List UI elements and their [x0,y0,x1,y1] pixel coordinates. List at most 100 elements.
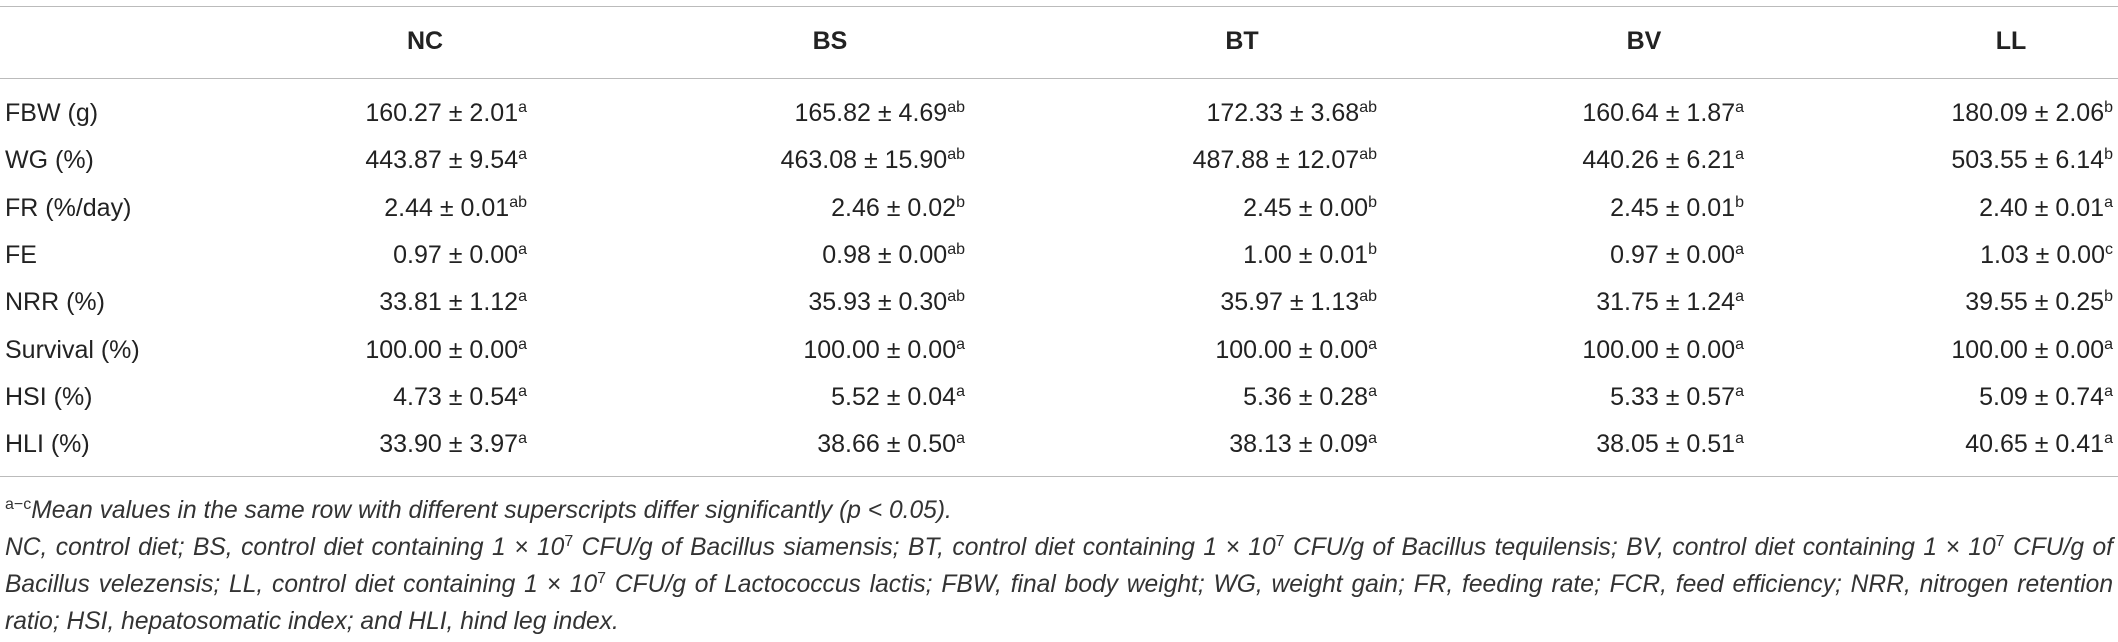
cell-superscript: b [1735,193,1744,211]
cell-superscript: ab [1359,146,1377,164]
cell: 2.45 ± 0.00b [1243,193,1377,223]
row-label: WG (%) [5,146,94,175]
row-label: FBW (g) [5,99,99,127]
column-header: BV [1626,27,1662,55]
cell: 100.00 ± 0.00a [1215,335,1377,365]
cell: 100.00 ± 0.00a [1582,335,1744,365]
cell-value: 33.90 ± 3.97 [379,430,519,459]
cell-value: 2.45 ± 0.00 [1243,193,1369,222]
cell: 4.73 ± 0.54a [393,382,527,412]
row-label: HLI (%) [5,430,90,459]
footnote-text: NC, control diet; BS, control diet conta… [5,534,565,561]
cell: 443.87 ± 9.54a [365,145,527,175]
cell-superscript: b [956,193,965,211]
notes: a−cMean values in the same row with diff… [5,492,2113,640]
cell-value: 100.00 ± 0.00 [365,335,519,364]
cell-value: 165.82 ± 4.69 [794,99,948,127]
cell: 180.09 ± 2.06b [1951,98,2113,128]
cell: 38.66 ± 0.50a [817,429,965,459]
cell-superscript: b [2104,288,2113,306]
row-label: NRR (%) [5,288,105,317]
cell-superscript: a [2104,382,2113,400]
cell: 0.97 ± 0.00a [393,240,527,270]
footnote-text: Mean values in the same row with differe… [31,497,952,524]
exponent: 7 [1275,533,1285,550]
column-header: BS [812,27,848,55]
cell-superscript: ab [1359,288,1377,306]
bottom-rule [0,476,2118,477]
cell: 440.26 ± 6.21a [1582,145,1744,175]
cell-value: 38.66 ± 0.50 [817,430,957,459]
top-rule [0,6,2118,7]
cell-superscript: a [956,335,965,353]
cell-value: 180.09 ± 2.06 [1951,99,2105,127]
cell-superscript: b [1368,193,1377,211]
cell-superscript: a [1735,99,1744,116]
cell-value: 5.52 ± 0.04 [831,382,957,411]
cell-value: 0.97 ± 0.00 [1610,240,1736,269]
cell-value: 160.64 ± 1.87 [1582,99,1736,127]
row-label: FE [5,240,37,269]
cell-superscript: ab [947,99,965,116]
cell: 100.00 ± 0.00a [1951,335,2113,365]
cell: 0.98 ± 0.00ab [822,240,965,270]
cell: 5.33 ± 0.57a [1610,382,1744,412]
cell-superscript: c [2105,240,2113,258]
cell: 33.90 ± 3.97a [379,429,527,459]
cell-value: 487.88 ± 12.07 [1192,146,1360,175]
cell: 160.64 ± 1.87a [1582,98,1744,128]
footnote-text: CFU/g of Lactococcus lactis; FBW, final … [5,571,2114,635]
footnote: NC, control diet; BS, control diet conta… [5,529,2113,640]
cell: 40.65 ± 0.41a [1965,429,2113,459]
cell: 0.97 ± 0.00a [1610,240,1744,270]
cell-value: 2.40 ± 0.01 [1979,193,2105,222]
cell-value: 35.93 ± 0.30 [808,288,948,317]
cell: 31.75 ± 1.24a [1596,287,1744,317]
cell: 1.03 ± 0.00c [1980,240,2113,270]
footnote-marker: a−c [5,496,32,513]
cell: 35.93 ± 0.30ab [808,287,965,317]
cell-superscript: b [2104,146,2113,164]
cell-value: 100.00 ± 0.00 [1951,335,2105,364]
cell-superscript: a [1368,382,1377,400]
cell: 487.88 ± 12.07ab [1193,145,1377,175]
cell-superscript: b [1368,240,1377,258]
cell-value: 38.05 ± 0.51 [1596,430,1736,459]
cell-value: 503.55 ± 6.14 [1951,146,2105,175]
cell: 33.81 ± 1.12a [379,287,527,317]
cell-value: 160.27 ± 2.01 [365,99,519,127]
cell-superscript: b [2104,99,2113,116]
cell-superscript: a [518,99,527,116]
column-header: NC [406,27,444,55]
cell: 5.52 ± 0.04a [831,382,965,412]
cell-value: 1.03 ± 0.00 [1980,240,2105,269]
cell: 165.82 ± 4.69ab [794,98,965,128]
cell-value: 33.81 ± 1.12 [379,288,519,317]
cell-superscript: ab [947,240,965,258]
cell: 463.08 ± 15.90ab [781,145,965,175]
cell-value: 5.33 ± 0.57 [1610,382,1736,411]
cell: 35.97 ± 1.13ab [1220,287,1377,317]
exponent: 7 [1995,533,2005,550]
cell-superscript: a [956,430,965,448]
cell-value: 100.00 ± 0.00 [1215,335,1369,364]
cell-superscript: a [1368,430,1377,448]
cell: 38.13 ± 0.09a [1229,429,1377,459]
cell: 1.00 ± 0.01b [1243,240,1377,270]
cell: 5.09 ± 0.74a [1979,382,2113,412]
cell-superscript: a [518,288,527,306]
cell-value: 440.26 ± 6.21 [1582,146,1736,175]
cell-superscript: ab [947,288,965,306]
cell-superscript: a [518,335,527,353]
cell-superscript: a [1735,335,1744,353]
cell-superscript: ab [1359,99,1377,116]
cell-superscript: a [518,240,527,258]
cell-value: 1.00 ± 0.01 [1243,240,1369,269]
cell-superscript: a [518,146,527,164]
cell-value: 40.65 ± 0.41 [1965,430,2105,459]
row-label: FR (%/day) [5,193,132,222]
cell-value: 31.75 ± 1.24 [1596,288,1736,317]
footnote-text: CFU/g of Bacillus tequilensis; BV, contr… [1284,534,1996,561]
cell: 2.45 ± 0.01b [1610,193,1744,223]
cell-value: 100.00 ± 0.00 [803,335,957,364]
